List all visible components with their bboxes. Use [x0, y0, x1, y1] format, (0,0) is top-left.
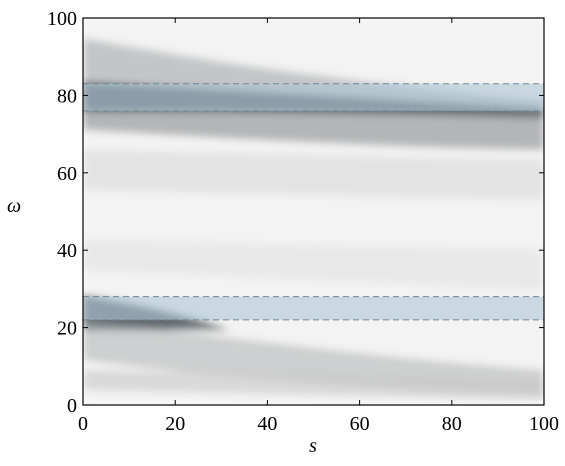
- x-tick-label: 20: [165, 413, 185, 435]
- y-tick-label: 40: [57, 240, 77, 262]
- y-tick-label: 60: [57, 163, 77, 185]
- intensity-image: [83, 18, 544, 405]
- y-tick-label: 100: [47, 8, 77, 30]
- y-tick-label: 80: [57, 85, 77, 107]
- x-tick-label: 80: [442, 413, 462, 435]
- band: [83, 83, 544, 111]
- x-tick-label: 0: [78, 413, 88, 435]
- x-tick-label: 60: [350, 413, 370, 435]
- x-axis-label: s: [309, 435, 317, 457]
- y-axis-label: ω: [7, 195, 21, 217]
- plot-frame: [82, 17, 545, 406]
- y-tick-label: 20: [57, 318, 77, 340]
- band: [83, 296, 544, 320]
- x-tick-label: 40: [257, 413, 277, 435]
- y-tick-label: 0: [67, 395, 77, 417]
- x-tick-label: 100: [529, 413, 559, 435]
